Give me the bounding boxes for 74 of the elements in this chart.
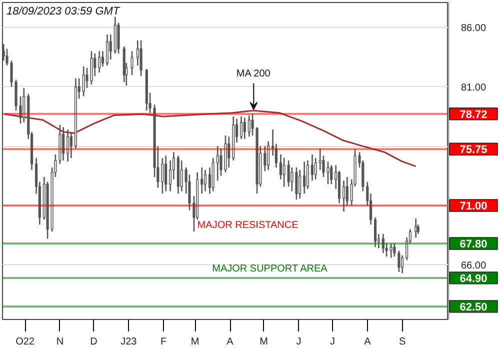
x-tick-label: M	[190, 336, 200, 348]
candlestick	[243, 117, 246, 140]
candlestick	[342, 180, 346, 212]
ref-line-label: 71.00	[460, 200, 488, 213]
ref-line-label: 75.75	[460, 144, 488, 156]
candlestick	[22, 87, 26, 124]
x-tick-label: J	[296, 336, 302, 348]
ref-line-label: 62.50	[460, 301, 488, 314]
annotation: MAJOR RESISTANCE	[197, 220, 299, 232]
candlestick	[266, 140, 270, 171]
x-tick-label: S	[398, 336, 406, 348]
x-tick-label: J23	[120, 336, 138, 348]
candlestick	[264, 146, 266, 172]
y-tick-label: 81.00	[460, 82, 486, 94]
candlestick	[401, 254, 404, 274]
candlestick	[287, 160, 290, 188]
ref-line-label: 64.90	[460, 272, 488, 285]
candlestick	[130, 50, 134, 76]
annotation: MAJOR SUPPORT AREA	[212, 263, 328, 274]
candlestick	[62, 126, 65, 162]
candlestick	[101, 50, 104, 68]
candlestick	[390, 242, 392, 258]
candlestick	[330, 164, 333, 185]
candlestick	[282, 157, 286, 188]
candlestick	[109, 34, 112, 60]
candlestick	[414, 218, 418, 238]
candlestick	[140, 40, 142, 77]
candlestick	[393, 242, 396, 258]
candlestick	[298, 169, 302, 200]
candlestick	[228, 136, 230, 168]
y-tick-label: 86.00	[460, 22, 486, 34]
candlestick	[382, 233, 384, 254]
candlestick	[98, 50, 101, 74]
candlestick	[216, 146, 219, 182]
candlestick	[2, 43, 5, 62]
ref-line-label: 78.72	[460, 108, 488, 121]
candlestick	[180, 160, 183, 192]
candlestick	[398, 250, 400, 273]
x-tick-label: F	[160, 336, 167, 348]
candlestick	[240, 116, 243, 140]
candlestick	[6, 48, 8, 66]
candlestick	[251, 113, 254, 136]
candlestick	[314, 157, 317, 180]
x-tick-label: N	[56, 336, 64, 348]
text: MA 200	[236, 68, 271, 80]
candlestick	[14, 79, 18, 112]
candlestick	[204, 169, 207, 192]
candlestick	[164, 155, 168, 192]
candlestick	[306, 160, 310, 190]
candlestick	[70, 131, 73, 159]
candlestick	[19, 96, 22, 124]
candlestick	[208, 166, 212, 194]
candlestick	[106, 34, 109, 66]
chart-title: 18/09/2023 03:59 GMT	[6, 6, 121, 18]
x-tick-label: O22	[16, 336, 35, 348]
ref-line-label: 67.80	[460, 238, 488, 251]
candlestick	[66, 128, 70, 162]
candlestick	[161, 157, 164, 194]
candlestick	[318, 148, 322, 171]
candlestick	[136, 40, 139, 66]
candlestick	[248, 114, 250, 138]
candlestick	[374, 216, 377, 248]
candlestick	[200, 166, 204, 194]
x-tick-label: A	[226, 336, 234, 348]
candlestick	[82, 66, 85, 97]
x-tick-label: A	[364, 336, 372, 348]
x-tick-label: M	[260, 336, 268, 348]
candlestick	[310, 154, 314, 182]
candlestick	[10, 60, 13, 88]
x-tick-label: D	[90, 336, 98, 348]
candlestick	[303, 160, 306, 194]
candlestick	[117, 22, 120, 54]
y-tick-label: 66.00	[460, 260, 486, 272]
x-tick-label: J	[330, 336, 335, 348]
